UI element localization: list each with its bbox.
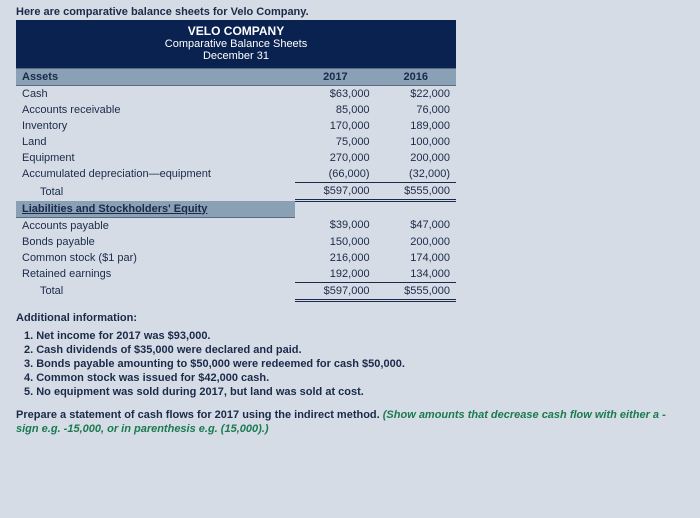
row-label: Bonds payable: [16, 234, 295, 250]
balance-sheet-table: VELO COMPANY Comparative Balance Sheets …: [16, 20, 456, 302]
cell-2017: 85,000: [295, 102, 375, 118]
total-row: Total$597,000$555,000: [16, 183, 456, 201]
cell-2017: $63,000: [295, 86, 375, 103]
table-row: Inventory170,000189,000: [16, 118, 456, 134]
row-label: Cash: [16, 86, 295, 103]
section-row: Liabilities and Stockholders' Equity: [16, 201, 456, 218]
row-label: Accounts payable: [16, 217, 295, 234]
cell-2016: $47,000: [376, 217, 456, 234]
year-header-row: Assets 2017 2016: [16, 69, 456, 86]
table-row: Accumulated depreciation—equipment(66,00…: [16, 166, 456, 183]
cell-2017: $39,000: [295, 217, 375, 234]
list-item: 2. Cash dividends of $35,000 were declar…: [24, 344, 684, 356]
cell-2016: (32,000): [376, 166, 456, 183]
cell-2017: 216,000: [295, 250, 375, 266]
cell-2016: 100,000: [376, 134, 456, 150]
row-label: Retained earnings: [16, 266, 295, 283]
cell-2016: $22,000: [376, 86, 456, 103]
sheet-date: December 31: [16, 50, 456, 62]
list-item: 3. Bonds payable amounting to $50,000 we…: [24, 358, 684, 370]
cell-2017: $597,000: [295, 282, 375, 300]
cell-2016: 200,000: [376, 234, 456, 250]
instructions: Prepare a statement of cash flows for 20…: [16, 408, 684, 437]
instruction-text: Prepare a statement of cash flows for 20…: [16, 409, 383, 421]
table-row: Retained earnings192,000134,000: [16, 266, 456, 283]
row-label: Land: [16, 134, 295, 150]
cell-2017: 170,000: [295, 118, 375, 134]
row-label: Total: [16, 183, 295, 201]
row-label: Equipment: [16, 150, 295, 166]
liab-header: Liabilities and Stockholders' Equity: [16, 201, 295, 218]
cell-2016: 200,000: [376, 150, 456, 166]
row-label: Inventory: [16, 118, 295, 134]
cell-2016: 189,000: [376, 118, 456, 134]
additional-info-list: 1. Net income for 2017 was $93,000. 2. C…: [24, 330, 684, 398]
cell-2016: 174,000: [376, 250, 456, 266]
list-item: 1. Net income for 2017 was $93,000.: [24, 330, 684, 342]
cell-2017: $597,000: [295, 183, 375, 201]
list-item: 4. Common stock was issued for $42,000 c…: [24, 372, 684, 384]
cell-2017: 192,000: [295, 266, 375, 283]
assets-header: Assets: [16, 69, 295, 86]
table-row: Cash$63,000$22,000: [16, 86, 456, 103]
row-label: Accounts receivable: [16, 102, 295, 118]
table-row: Land75,000100,000: [16, 134, 456, 150]
cell-2016: 76,000: [376, 102, 456, 118]
row-label: Accumulated depreciation—equipment: [16, 166, 295, 183]
company-name: VELO COMPANY: [16, 24, 456, 38]
cell-2016: $555,000: [376, 282, 456, 300]
additional-info-header: Additional information:: [16, 312, 684, 324]
cell-2017: 75,000: [295, 134, 375, 150]
table-row: Common stock ($1 par)216,000174,000: [16, 250, 456, 266]
table-row: Equipment270,000200,000: [16, 150, 456, 166]
table-row: Accounts payable$39,000$47,000: [16, 217, 456, 234]
intro-text: Here are comparative balance sheets for …: [16, 6, 684, 18]
cell-2016: $555,000: [376, 183, 456, 201]
row-label: Common stock ($1 par): [16, 250, 295, 266]
table-row: Accounts receivable85,00076,000: [16, 102, 456, 118]
cell-2016: 134,000: [376, 266, 456, 283]
col-2017: 2017: [295, 69, 375, 86]
sheet-title: Comparative Balance Sheets: [16, 38, 456, 50]
sheet-header: VELO COMPANY Comparative Balance Sheets …: [16, 20, 456, 68]
row-label: Total: [16, 282, 295, 300]
cell-2017: 270,000: [295, 150, 375, 166]
cell-2017: 150,000: [295, 234, 375, 250]
col-2016: 2016: [376, 69, 456, 86]
list-item: 5. No equipment was sold during 2017, bu…: [24, 386, 684, 398]
total-row: Total$597,000$555,000: [16, 282, 456, 300]
cell-2017: (66,000): [295, 166, 375, 183]
table-row: Bonds payable150,000200,000: [16, 234, 456, 250]
